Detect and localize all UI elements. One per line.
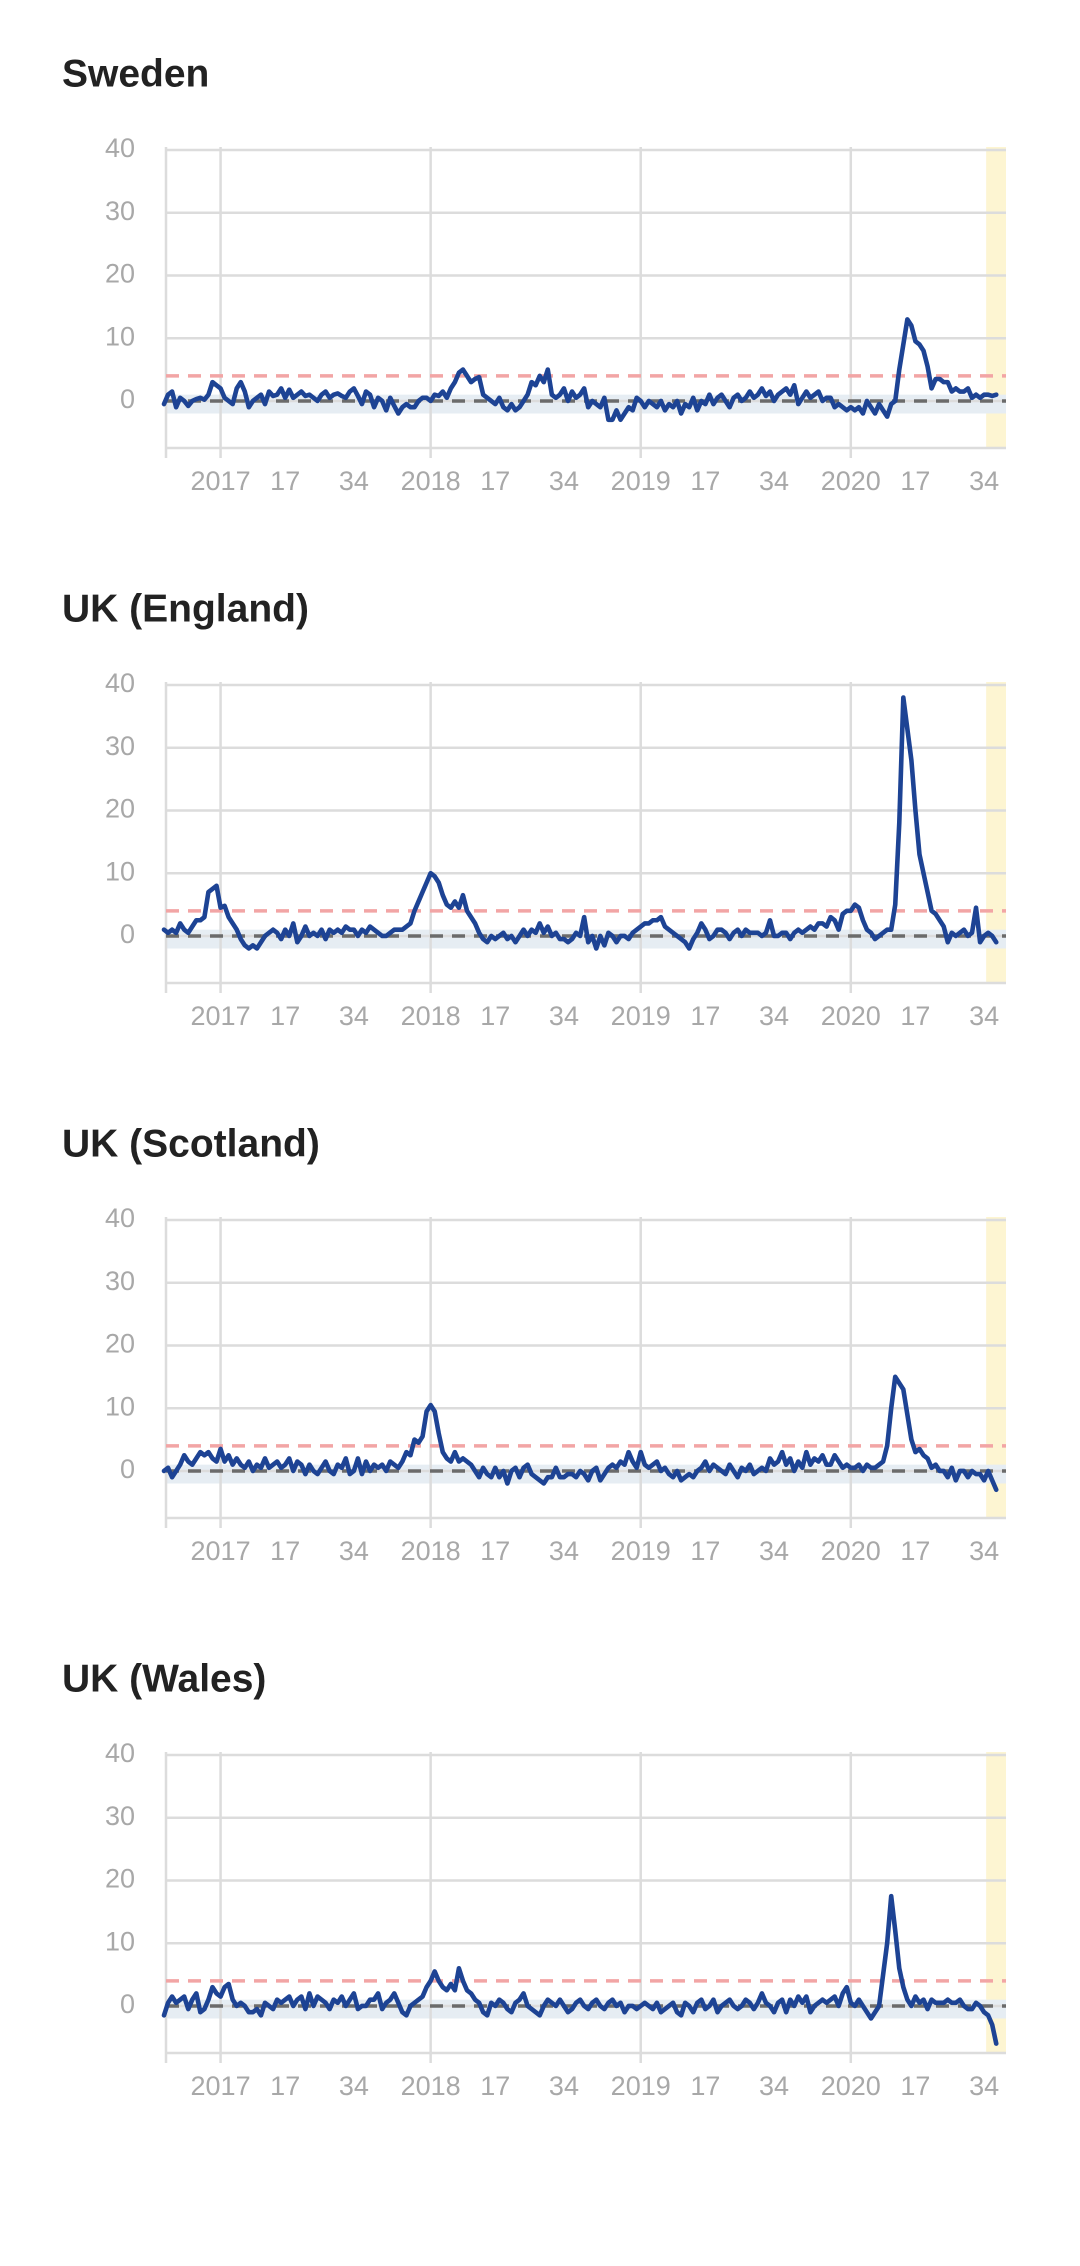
x-tick-label: 17 [900,1536,930,1566]
x-tick-label: 34 [549,466,579,496]
x-tick-label: 34 [759,1001,789,1031]
x-tick-label: 2017 [191,1536,251,1566]
highlight-region [986,147,1006,448]
x-tick-label: 2018 [401,466,461,496]
x-tick-label: 17 [690,2071,720,2101]
x-tick-label: 2018 [401,1536,461,1566]
highlight-region [986,1217,1006,1518]
y-tick-label: 30 [105,731,135,761]
chart-title: UK (England) [62,587,309,630]
x-tick-label: 34 [969,1536,999,1566]
y-tick-label: 0 [120,384,135,414]
x-tick-label: 2020 [821,466,881,496]
y-tick-label: 20 [105,259,135,289]
y-tick-label: 40 [105,133,135,163]
x-tick-label: 2020 [821,1001,881,1031]
x-tick-label: 2018 [401,2071,461,2101]
x-tick-label: 34 [759,2071,789,2101]
x-tick-label: 17 [690,1001,720,1031]
x-tick-label: 34 [339,2071,369,2101]
x-tick-label: 17 [270,1536,300,1566]
x-tick-label: 17 [900,466,930,496]
x-tick-label: 17 [900,1001,930,1031]
x-tick-label: 34 [339,1001,369,1031]
x-tick-label: 34 [969,1001,999,1031]
x-tick-label: 17 [270,2071,300,2101]
y-tick-label: 0 [120,919,135,949]
x-tick-label: 17 [480,2071,510,2101]
chart-title: Sweden [62,52,209,95]
x-tick-label: 17 [480,1001,510,1031]
x-tick-label: 2017 [191,1001,251,1031]
x-tick-label: 2017 [191,466,251,496]
x-tick-label: 17 [900,2071,930,2101]
y-tick-label: 40 [105,1203,135,1233]
y-tick-label: 30 [105,1801,135,1831]
x-tick-label: 34 [549,1536,579,1566]
y-tick-label: 20 [105,1329,135,1359]
x-tick-label: 2020 [821,2071,881,2101]
y-tick-label: 40 [105,1738,135,1768]
data-line [161,317,999,423]
x-tick-label: 2018 [401,1001,461,1031]
x-tick-label: 34 [549,1001,579,1031]
x-tick-label: 2020 [821,1536,881,1566]
x-tick-label: 34 [969,2071,999,2101]
highlight-region [986,1752,1006,2053]
y-tick-label: 10 [105,856,135,886]
data-line [161,695,999,951]
y-tick-label: 30 [105,196,135,226]
x-tick-label: 34 [339,466,369,496]
y-tick-label: 0 [120,1989,135,2019]
x-tick-label: 34 [969,466,999,496]
x-tick-label: 34 [549,2071,579,2101]
highlight-region [986,682,1006,983]
x-tick-label: 34 [759,1536,789,1566]
chart-title: UK (Wales) [62,1657,266,1700]
y-tick-label: 30 [105,1266,135,1296]
x-tick-label: 34 [759,466,789,496]
x-tick-label: 2019 [611,1536,671,1566]
data-line [161,1374,999,1493]
y-tick-label: 20 [105,1864,135,1894]
x-tick-label: 2017 [191,2071,251,2101]
data-line [161,1893,999,2046]
x-tick-label: 17 [480,466,510,496]
y-tick-label: 10 [105,1926,135,1956]
x-tick-label: 2019 [611,1001,671,1031]
x-tick-label: 17 [270,466,300,496]
x-tick-label: 2019 [611,2071,671,2101]
chart-title: UK (Scotland) [62,1122,320,1165]
y-tick-label: 20 [105,794,135,824]
x-tick-label: 17 [690,466,720,496]
y-tick-label: 40 [105,668,135,698]
y-tick-label: 10 [105,1391,135,1421]
y-tick-label: 0 [120,1454,135,1484]
x-tick-label: 34 [339,1536,369,1566]
x-tick-label: 2019 [611,466,671,496]
x-tick-label: 17 [690,1536,720,1566]
x-tick-label: 17 [270,1001,300,1031]
y-tick-label: 10 [105,321,135,351]
x-tick-label: 17 [480,1536,510,1566]
